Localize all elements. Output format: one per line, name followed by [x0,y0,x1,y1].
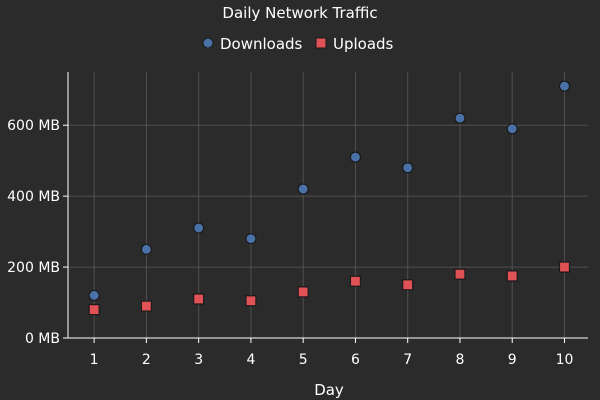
x-tick-label: 6 [351,352,360,368]
y-tick-label: 200 MB [7,260,60,276]
data-point-downloads [506,123,518,135]
x-axis-label: Day [314,381,344,399]
data-point-downloads [245,233,257,245]
data-point-downloads [349,151,362,163]
legend-marker-uploads [315,37,327,49]
data-point-downloads [140,243,152,255]
legend-marker-downloads [202,37,214,49]
data-points [88,80,571,316]
legend-item-downloads: Downloads [202,35,303,53]
data-point-uploads [88,304,100,316]
data-point-downloads [402,162,414,174]
y-tick-label: 600 MB [7,118,60,134]
legend: Downloads Uploads [202,35,394,53]
data-point-uploads [454,268,466,280]
data-point-uploads [349,275,362,287]
data-point-downloads [558,80,571,92]
legend-item-uploads: Uploads [315,35,394,53]
x-tick-label: 2 [142,352,151,368]
x-tick-label: 8 [455,352,464,368]
data-point-downloads [297,183,309,195]
legend-label-downloads: Downloads [220,35,303,53]
x-tick-label: 3 [194,352,203,368]
x-tick-label: 1 [90,352,99,368]
x-tick-label: 10 [556,352,574,368]
x-tick-label: 7 [403,352,412,368]
y-tick-label: 0 MB [25,331,60,347]
x-tick-label: 9 [508,352,517,368]
x-tick-label: 4 [246,352,255,368]
data-point-uploads [245,295,257,307]
data-point-downloads [193,222,205,234]
data-point-downloads [88,289,100,302]
legend-label-uploads: Uploads [333,35,394,53]
chart-title: Daily Network Traffic [222,4,377,22]
axes: 1 2 3 4 5 6 7 8 9 10 0 MB 200 MB 400 MB 600 MB [7,72,588,368]
data-point-uploads [193,293,205,305]
y-tick-label: 400 MB [7,189,60,205]
data-point-uploads [140,300,152,312]
x-tick-label: 5 [299,352,308,368]
data-point-uploads [297,286,309,298]
data-point-uploads [558,261,571,273]
data-point-uploads [402,279,414,291]
grid [68,72,588,338]
data-point-downloads [454,112,466,124]
data-point-uploads [506,270,518,282]
